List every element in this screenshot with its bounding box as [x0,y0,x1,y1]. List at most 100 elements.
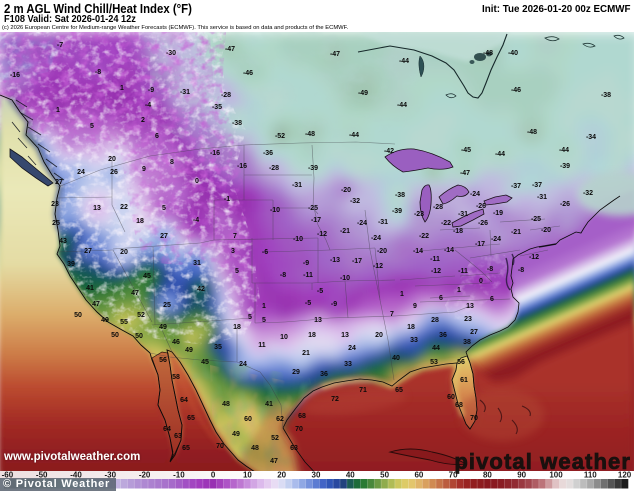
svg-text:27: 27 [470,329,478,336]
svg-text:-46: -46 [511,87,521,94]
svg-text:18: 18 [308,332,316,339]
svg-text:-47: -47 [225,46,235,53]
svg-text:-4: -4 [193,217,199,224]
svg-text:-30: -30 [105,471,117,480]
svg-text:1: 1 [120,85,124,92]
svg-text:-8: -8 [280,272,286,279]
svg-text:-28: -28 [269,165,279,172]
svg-text:56: 56 [159,357,167,364]
svg-text:45: 45 [143,273,151,280]
svg-text:-31: -31 [378,219,388,226]
svg-text:-17: -17 [475,241,485,248]
svg-text:60: 60 [414,471,423,480]
svg-text:18: 18 [407,324,415,331]
svg-text:5: 5 [90,123,94,130]
svg-text:7: 7 [233,233,237,240]
svg-text:-7: -7 [57,42,63,49]
svg-text:27: 27 [84,248,92,255]
svg-text:-24: -24 [491,236,501,243]
svg-text:-12: -12 [431,268,441,275]
svg-text:13: 13 [93,205,101,212]
svg-text:-49: -49 [358,90,368,97]
svg-text:-37: -37 [511,183,521,190]
svg-text:25: 25 [52,220,60,227]
svg-text:-24: -24 [371,235,381,242]
svg-text:18: 18 [233,324,241,331]
svg-text:-6: -6 [262,249,268,256]
svg-text:50: 50 [135,333,143,340]
svg-text:41: 41 [86,285,94,292]
svg-text:-44: -44 [559,147,569,154]
svg-text:120: 120 [618,471,632,480]
svg-text:65: 65 [187,415,195,422]
svg-text:-44: -44 [397,102,407,109]
svg-text:1: 1 [400,291,404,298]
svg-text:53: 53 [430,359,438,366]
svg-text:50: 50 [380,471,389,480]
svg-text:-9: -9 [148,87,154,94]
svg-text:56: 56 [457,359,465,366]
svg-text:-47: -47 [330,51,340,58]
svg-text:21: 21 [302,350,310,357]
svg-text:10: 10 [243,471,252,480]
svg-text:50: 50 [111,332,119,339]
svg-text:41: 41 [265,401,273,408]
svg-text:40: 40 [392,355,400,362]
svg-text:-28: -28 [221,92,231,99]
svg-text:-39: -39 [392,208,402,215]
svg-text:-26: -26 [476,203,486,210]
svg-text:-14: -14 [413,248,423,255]
svg-text:-24: -24 [357,220,367,227]
svg-text:70: 70 [295,426,303,433]
svg-text:64: 64 [163,426,171,433]
svg-text:38: 38 [463,339,471,346]
svg-text:47: 47 [92,301,100,308]
svg-text:43: 43 [59,238,67,245]
svg-text:68: 68 [298,413,306,420]
svg-text:-17: -17 [311,217,321,224]
svg-text:6: 6 [490,296,494,303]
svg-text:65: 65 [395,387,403,394]
svg-text:63: 63 [174,433,182,440]
svg-text:23: 23 [464,316,472,323]
svg-text:26: 26 [110,169,118,176]
svg-text:-44: -44 [495,151,505,158]
svg-text:71: 71 [359,387,367,394]
svg-text:-40: -40 [508,50,518,57]
svg-text:70: 70 [449,471,458,480]
svg-text:90: 90 [517,471,526,480]
svg-text:33: 33 [344,361,352,368]
svg-text:-26: -26 [560,201,570,208]
svg-text:30: 30 [312,471,321,480]
svg-text:-16: -16 [210,150,220,157]
svg-text:22: 22 [120,204,128,211]
svg-text:-16: -16 [237,163,247,170]
svg-text:61: 61 [460,377,468,384]
svg-text:25: 25 [163,302,171,309]
svg-text:9: 9 [413,303,417,310]
svg-text:-36: -36 [263,150,273,157]
svg-text:110: 110 [584,471,597,480]
svg-text:55: 55 [120,319,128,326]
svg-text:6: 6 [439,295,443,302]
svg-text:24: 24 [348,345,356,352]
svg-text:80: 80 [483,471,492,480]
svg-text:-16: -16 [10,72,20,79]
svg-text:-22: -22 [419,233,429,240]
svg-text:-20: -20 [541,227,551,234]
svg-text:-23: -23 [414,211,424,218]
svg-text:8: 8 [170,159,174,166]
svg-text:-8: -8 [518,267,524,274]
svg-text:27: 27 [160,233,168,240]
svg-text:24: 24 [77,169,85,176]
svg-text:-19: -19 [493,210,503,217]
svg-text:20: 20 [375,332,383,339]
svg-text:-31: -31 [458,211,468,218]
svg-text:60: 60 [244,416,252,423]
svg-text:24: 24 [239,361,247,368]
svg-text:33: 33 [410,337,418,344]
svg-text:-30: -30 [166,50,176,57]
svg-text:-46: -46 [243,70,253,77]
svg-text:64: 64 [180,397,188,404]
svg-text:-5: -5 [305,300,311,307]
